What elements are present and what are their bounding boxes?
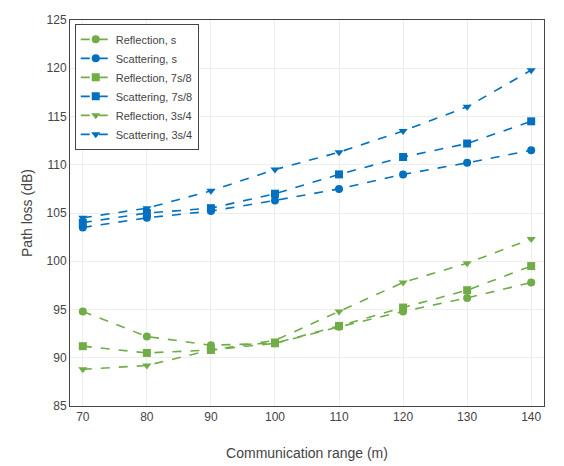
svg-text:80: 80 [140, 410, 154, 424]
svg-text:125: 125 [47, 13, 67, 27]
svg-text:70: 70 [76, 410, 90, 424]
svg-text:120: 120 [47, 61, 67, 75]
svg-text:Scattering, 7s/8: Scattering, 7s/8 [116, 91, 192, 103]
svg-text:90: 90 [53, 351, 67, 365]
svg-text:85: 85 [53, 399, 67, 413]
svg-text:Reflection, 7s/8: Reflection, 7s/8 [116, 72, 192, 84]
svg-text:90: 90 [204, 410, 218, 424]
svg-text:140: 140 [521, 410, 541, 424]
svg-text:Communication range (m): Communication range (m) [226, 445, 388, 461]
svg-text:Scattering, 3s/4: Scattering, 3s/4 [116, 129, 192, 141]
svg-text:Path loss (dB): Path loss (dB) [19, 169, 35, 257]
svg-text:Reflection, s: Reflection, s [116, 34, 177, 46]
svg-text:130: 130 [457, 410, 477, 424]
svg-text:115: 115 [47, 110, 66, 124]
svg-text:105: 105 [47, 206, 67, 220]
svg-text:110: 110 [329, 410, 348, 424]
svg-text:100: 100 [265, 410, 285, 424]
svg-text:95: 95 [53, 303, 67, 317]
svg-text:Scattering, s: Scattering, s [116, 53, 178, 65]
svg-text:Reflection, 3s/4: Reflection, 3s/4 [116, 110, 192, 122]
svg-text:120: 120 [393, 410, 413, 424]
svg-text:100: 100 [47, 254, 67, 268]
svg-text:110: 110 [47, 158, 66, 172]
